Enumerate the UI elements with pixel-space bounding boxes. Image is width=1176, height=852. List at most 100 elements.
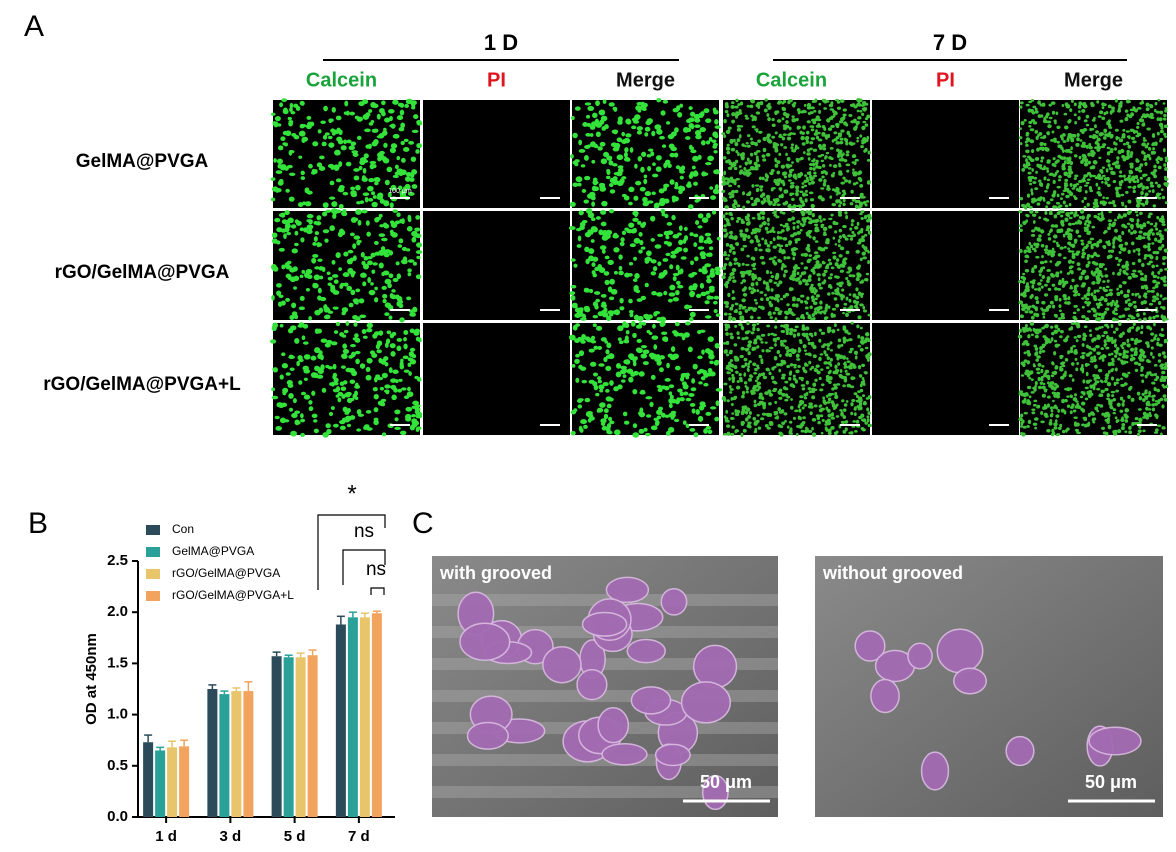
cell: [319, 155, 325, 160]
cell: [1073, 102, 1077, 107]
cell: [409, 312, 416, 317]
cell: [392, 209, 398, 213]
cell: [801, 202, 806, 207]
cell: [827, 127, 833, 131]
cell: [279, 417, 286, 424]
cell: [282, 130, 289, 136]
cell: [625, 157, 631, 162]
cell: [781, 392, 786, 397]
cell: [610, 288, 618, 295]
cell: [1147, 176, 1151, 180]
cell: [859, 257, 863, 262]
cell: [308, 400, 313, 405]
cell: [840, 343, 844, 347]
cell: [723, 197, 728, 202]
cell: [288, 354, 294, 359]
cell: [748, 411, 752, 415]
cell: [811, 426, 814, 431]
cell: [1043, 293, 1049, 297]
cell: [799, 299, 804, 304]
cell: [1108, 288, 1113, 292]
cell: [1156, 292, 1160, 297]
cell: [755, 239, 761, 243]
cell: [1132, 322, 1136, 326]
cell: [713, 308, 718, 314]
cell: [699, 284, 705, 289]
cell: [1061, 277, 1065, 282]
cell: [1146, 153, 1151, 158]
cell: [791, 197, 795, 202]
cell: [1104, 274, 1109, 278]
cell: [1139, 176, 1143, 180]
cell: [637, 220, 642, 225]
cell: [607, 310, 615, 315]
cell: [1099, 132, 1102, 137]
cell: [1086, 215, 1090, 220]
cell: [756, 322, 760, 326]
cell: [867, 352, 872, 357]
cell: [407, 214, 412, 221]
cell: [1026, 214, 1030, 218]
cell: [1155, 256, 1159, 261]
cell: [305, 268, 313, 275]
cell: [860, 294, 864, 298]
cell: [685, 136, 691, 140]
cell: [1055, 201, 1061, 205]
cell: [700, 404, 707, 408]
cell: [769, 171, 774, 176]
cell: [364, 128, 371, 133]
cell: [1152, 315, 1156, 320]
cell: [781, 373, 786, 377]
cell: [1084, 317, 1090, 321]
cell: [1137, 107, 1142, 110]
cell: [1142, 222, 1147, 226]
cell: [405, 248, 411, 252]
cell: [1126, 222, 1131, 226]
cell: [739, 378, 743, 383]
cell: [791, 216, 795, 221]
cell: [400, 140, 405, 146]
cell: [1031, 247, 1036, 251]
cell: [693, 432, 699, 438]
cell: [1127, 199, 1132, 204]
cell: [1151, 242, 1155, 245]
cell: [742, 244, 748, 248]
cell: [590, 239, 595, 243]
cell: [1164, 167, 1168, 171]
cell: [652, 266, 658, 272]
cell: [332, 290, 340, 295]
cell: [1031, 213, 1037, 217]
cell: [355, 316, 361, 322]
cell: [1164, 228, 1168, 232]
cell: [695, 134, 702, 140]
cell: [1070, 99, 1074, 103]
cell: [791, 118, 795, 123]
cell: [733, 257, 738, 262]
cell: [752, 115, 757, 120]
cell: [602, 99, 607, 104]
cell: [774, 131, 778, 135]
cell: [732, 275, 735, 279]
cell: [334, 149, 341, 156]
cell: [799, 222, 803, 226]
cell: [1020, 121, 1025, 126]
cell: [1151, 189, 1155, 194]
cell: [1038, 164, 1043, 167]
cell: [811, 365, 815, 370]
cell: [608, 182, 614, 188]
cell: [680, 256, 687, 260]
cell: [866, 158, 871, 162]
cell: [410, 101, 415, 107]
cell: [1041, 255, 1044, 259]
cell: [1025, 131, 1030, 136]
cell: [646, 329, 651, 334]
cell: [773, 256, 777, 259]
cell: [742, 305, 747, 309]
cell: [701, 268, 708, 275]
cells: [721, 209, 873, 322]
cell: [778, 396, 783, 400]
cell: [579, 225, 585, 231]
cell: [764, 293, 767, 297]
cell: [1132, 140, 1137, 144]
cell: [681, 334, 686, 341]
